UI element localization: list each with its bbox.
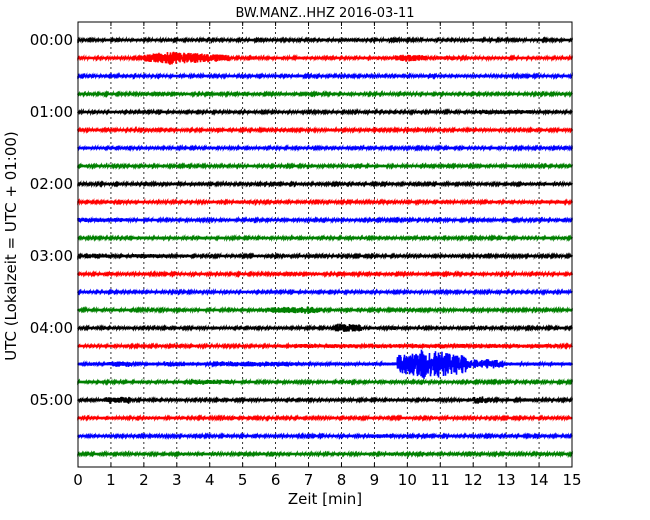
x-axis-label: Zeit [min] — [288, 490, 362, 508]
y-axis-label: UTC (Lokalzeit = UTC + 01:00) — [2, 131, 20, 361]
x-tick-label: 10 — [398, 471, 417, 489]
traces — [77, 36, 573, 458]
x-tick-label: 6 — [271, 471, 281, 489]
x-tick-label: 9 — [370, 471, 380, 489]
x-tick-label: 12 — [464, 471, 483, 489]
x-tick-label: 7 — [304, 471, 314, 489]
x-tick-label: 2 — [139, 471, 149, 489]
y-tick-label: 00:00 — [30, 31, 73, 49]
x-tick-label: 1 — [106, 471, 116, 489]
x-tick-label: 0 — [73, 471, 83, 489]
chart-title: BW.MANZ..HHZ 2016-03-11 — [235, 6, 414, 21]
x-tick-label: 15 — [562, 471, 581, 489]
x-tick-label: 13 — [497, 471, 516, 489]
y-tick-label: 03:00 — [30, 247, 73, 265]
x-tick-label: 3 — [172, 471, 182, 489]
x-tick-label: 8 — [337, 471, 347, 489]
y-tick-label: 04:00 — [30, 319, 73, 337]
y-tick-label: 05:00 — [30, 391, 73, 409]
x-tick-label: 5 — [238, 471, 248, 489]
x-tick-label: 4 — [205, 471, 215, 489]
y-tick-label: 02:00 — [30, 175, 73, 193]
y-tick-label: 01:00 — [30, 103, 73, 121]
y-axis: 00:00 01:00 02:00 03:00 04:00 05:00 — [30, 31, 572, 409]
x-tick-label: 14 — [530, 471, 549, 489]
x-axis: 0 1 2 3 4 5 6 7 8 9 10 11 12 13 14 15 — [73, 22, 582, 489]
x-tick-label: 11 — [431, 471, 450, 489]
plot-frame — [77, 21, 573, 468]
grid — [110, 22, 540, 467]
